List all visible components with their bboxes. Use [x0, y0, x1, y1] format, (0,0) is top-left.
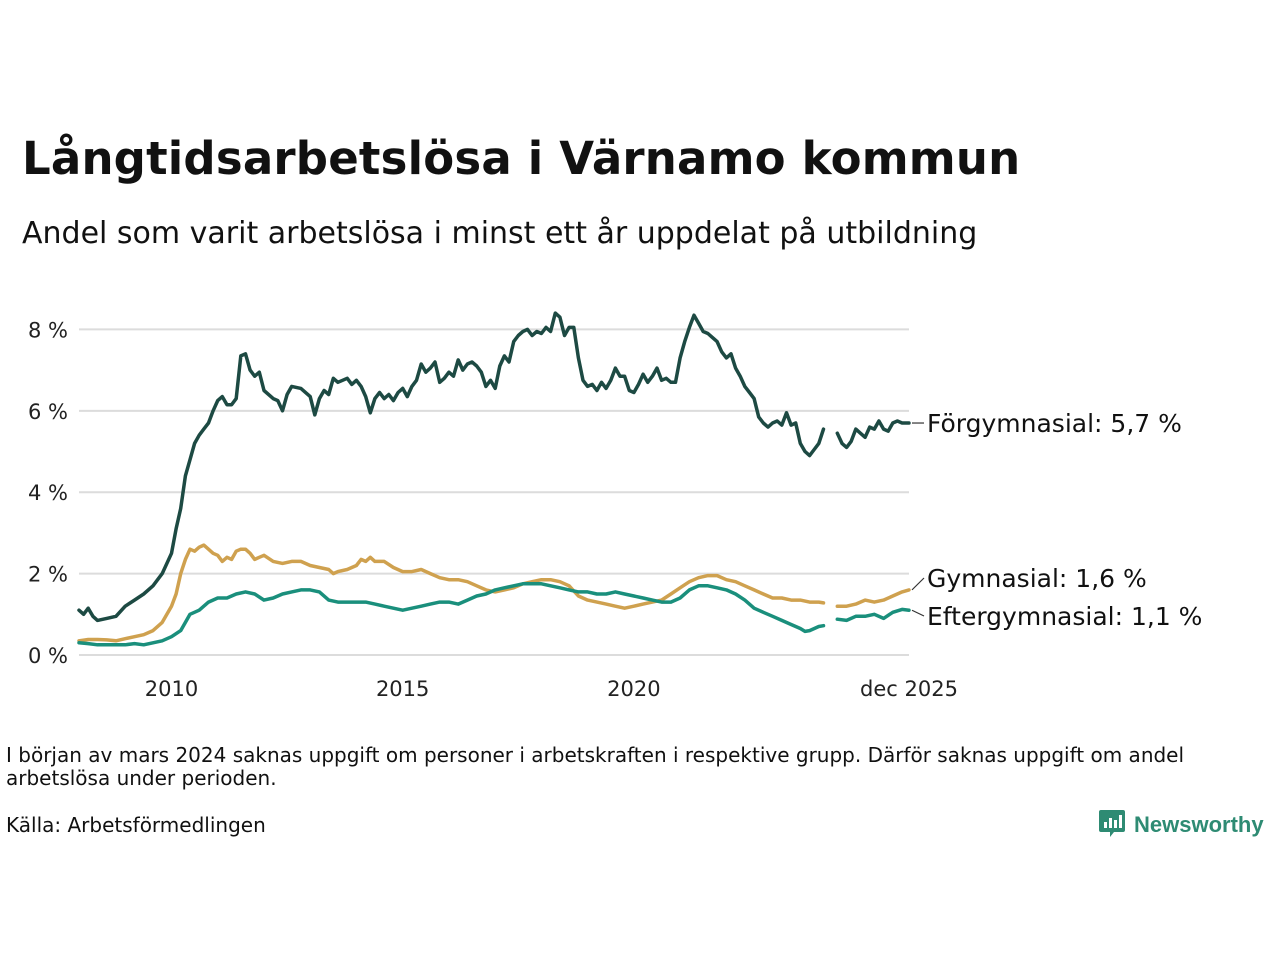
- series-lines: [77, 311, 911, 647]
- series-line-förgymnasial-1: [835, 419, 911, 450]
- x-tick-label: 2020: [607, 677, 660, 701]
- gridlines: 0 % 2 % 4 % 6 % 8 % 2010 2015 2020 dec 2025: [28, 318, 958, 701]
- series-line-förgymnasial-0: [77, 311, 826, 623]
- y-tick-label: 2 %: [28, 563, 68, 587]
- series-line-eftergymnasial-0: [77, 582, 826, 647]
- x-tick-label: 2010: [145, 677, 198, 701]
- series-label-förgymnasial: Förgymnasial: 5,7 %: [927, 409, 1182, 438]
- series-line-gymnasial-1: [835, 588, 911, 608]
- footnote: I början av mars 2024 saknas uppgift om …: [6, 743, 1185, 790]
- brand-name: Newsworthy: [1134, 812, 1264, 837]
- y-tick-label: 0 %: [28, 644, 68, 668]
- line-chart: 0 % 2 % 4 % 6 % 8 % 2010 2015 2020 dec 2025 Förg…: [28, 311, 1202, 701]
- x-tick-label: 2015: [376, 677, 429, 701]
- y-tick-label: 4 %: [28, 481, 68, 505]
- chart-subtitle: Andel som varit arbetslösa i minst ett å…: [22, 216, 978, 251]
- series-label-gymnasial: Gymnasial: 1,6 %: [927, 564, 1147, 593]
- series-line-gymnasial-0: [77, 543, 826, 643]
- label-leader-line: [911, 577, 925, 591]
- y-tick-label: 8 %: [28, 318, 68, 342]
- source-text: Källa: Arbetsförmedlingen: [6, 813, 266, 837]
- series-label-eftergymnasial: Eftergymnasial: 1,1 %: [927, 602, 1202, 631]
- series-labels: Förgymnasial: 5,7 % Gymnasial: 1,6 % Efter…: [911, 409, 1202, 631]
- series-line-eftergymnasial-1: [835, 607, 911, 623]
- newsworthy-logo-icon: [1098, 808, 1126, 842]
- y-tick-label: 6 %: [28, 400, 68, 424]
- label-leader-line: [911, 609, 925, 617]
- x-tick-label: dec 2025: [860, 677, 958, 701]
- chart-title: Långtidsarbetslösa i Värnamo kommun: [22, 132, 1021, 185]
- brand[interactable]: Newsworthy: [1098, 808, 1264, 842]
